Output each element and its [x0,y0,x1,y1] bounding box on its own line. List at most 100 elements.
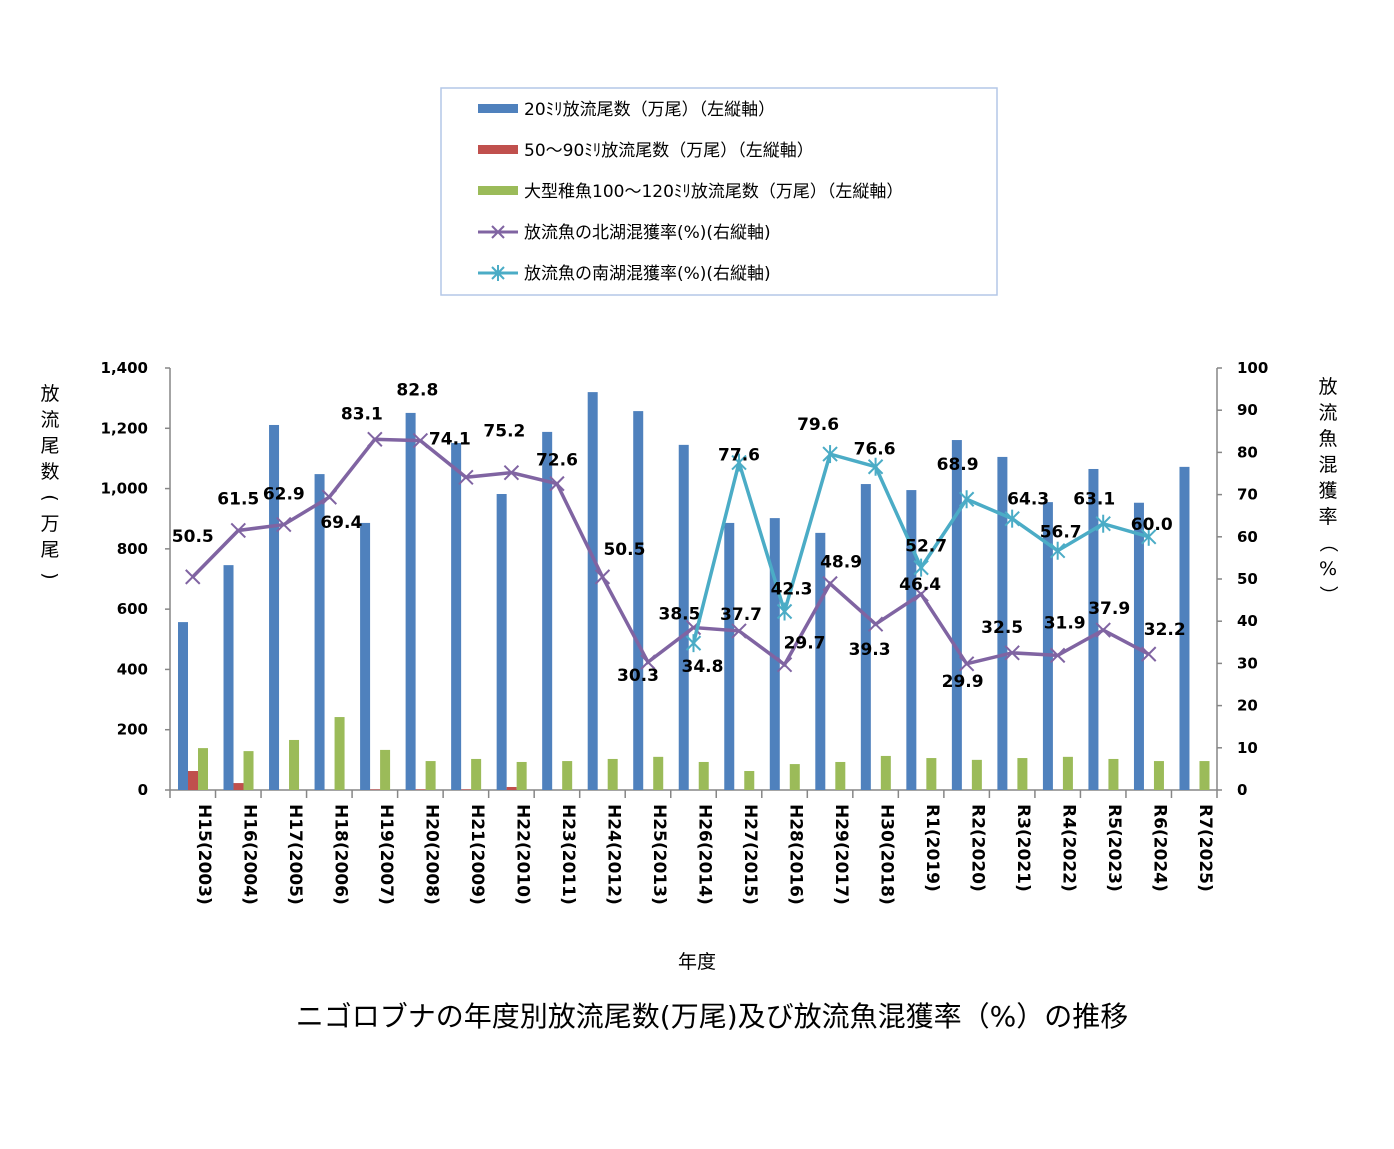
axis-label-char: 尾 [40,539,59,561]
y-tick-label-left: 800 [117,540,148,558]
marker-stroke [867,616,884,632]
x-tick-label: R3(2021) [1013,804,1033,892]
axis-label-char: % [1319,558,1337,580]
x-tick-label: H15(2003) [194,804,214,905]
bar-0 [1042,502,1053,790]
bar-0 [314,474,325,790]
bar-2 [1153,761,1164,790]
axis-label-char: 数 [40,461,59,483]
legend-swatch [478,186,518,195]
x-tick-label: H21(2009) [467,804,487,905]
data-label: 62.9 [263,485,305,505]
y-tick-label-right: 100 [1237,359,1268,377]
bar-0 [997,456,1008,790]
bar-0 [542,431,553,790]
data-label: 50.5 [172,527,214,547]
data-label: 77.6 [718,446,760,466]
marker-x [503,464,520,481]
data-label: 79.6 [797,415,839,435]
bar-0 [178,622,188,790]
bar-0 [451,443,462,790]
data-label: 69.4 [320,513,362,533]
y-tick-label-right: 80 [1237,443,1258,461]
bar-0 [269,424,280,790]
bar-2 [789,764,800,790]
x-tick-label: R1(2019) [922,804,942,892]
axis-label-char: 流 [40,409,59,431]
bar-0 [860,484,871,790]
bar-2 [562,761,573,790]
marker-x [594,569,611,585]
x-tick-label: H23(2011) [558,804,578,905]
data-label: 37.9 [1088,599,1130,619]
axis-label-char: ） [1317,585,1339,604]
marker-x [321,489,338,505]
x-axis-label: 年度 [678,951,716,973]
data-label: 42.3 [771,579,813,599]
x-tick-label: H30(2018) [877,804,897,905]
bar-2 [698,761,709,790]
axis-label-char: ) [39,572,61,579]
marker-stroke [1049,647,1066,664]
data-label: 76.6 [854,440,896,460]
x-tick-label: R6(2024) [1150,804,1170,892]
marker-stroke [731,623,747,639]
bar-1 [506,786,517,790]
y-axis-right-label: 放流魚混獲率 （% ） [1317,376,1339,605]
bar-0 [815,532,826,790]
marker-x [230,522,246,539]
bar-0 [633,411,644,790]
axis-label-char: 獲 [1318,480,1337,502]
marker-x [412,432,429,449]
data-label: 31.9 [1044,613,1086,633]
x-tick-label: R4(2022) [1059,804,1079,892]
axis-label-char: （ [1317,533,1339,552]
y-tick-label-left: 1,200 [101,419,148,437]
marker-stroke [321,489,338,505]
bar-0 [223,565,234,790]
marker-stroke [412,432,429,449]
data-label: 56.7 [1040,523,1082,543]
legend-label: 大型稚魚100～120ﾐﾘ放流尾数（万尾）（左縦軸） [524,182,903,202]
x-tick-label: R7(2025) [1195,804,1215,892]
marker-x [1004,645,1020,661]
y-tick-label-right: 30 [1237,654,1258,672]
data-label: 34.8 [682,657,724,677]
x-tick-label: H27(2015) [740,804,760,905]
marker-stroke [958,656,975,672]
data-label: 30.3 [617,666,659,686]
bar-0 [1179,466,1190,790]
bar-1 [461,789,472,790]
bar-1 [233,783,244,790]
data-label: 32.5 [981,618,1023,638]
marker-stroke [1095,622,1111,638]
axis-label-char: 放 [40,383,59,405]
legend-swatch [478,104,518,113]
y-tick-label-left: 200 [117,721,148,739]
data-label: 83.1 [341,404,383,424]
marker-stroke [640,654,656,670]
x-tick-label: H28(2016) [786,804,806,905]
y-tick-label-left: 400 [117,660,148,678]
x-tick-label: R5(2023) [1104,804,1124,892]
x-tick-label: H25(2013) [649,804,669,905]
marker-stroke [1004,645,1020,661]
bar-2 [334,717,345,790]
axis-label-char: ( [39,494,61,501]
bar-0 [587,392,598,790]
marker-x [1049,647,1066,664]
plot-area: 0 200 400 600 800 1,000 1,200 1,400 0 10 20 30 40 50 6… [101,359,1269,905]
marker-stroke [822,575,838,592]
bar-2 [880,755,891,790]
marker-x [958,656,975,672]
marker-asterisk [1141,527,1157,546]
bar-0 [951,440,962,790]
data-label: 64.3 [1007,490,1049,510]
bar-2 [243,751,254,790]
y-tick-label-left: 600 [117,600,148,618]
marker-stroke [458,469,474,486]
y-axis-left-label: 放流尾数(万尾) [39,383,61,580]
x-tick-label: H19(2007) [376,804,396,905]
data-label: 29.7 [784,634,826,654]
y-tick-label-left: 0 [138,781,148,799]
